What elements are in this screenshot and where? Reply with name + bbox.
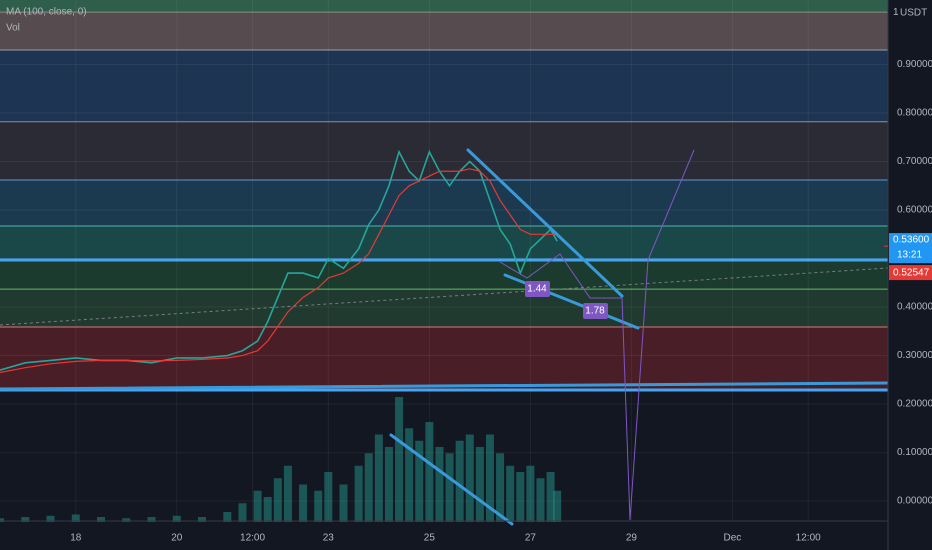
volume-bar (526, 465, 535, 522)
volume-bar (425, 422, 434, 522)
fib-band (0, 226, 888, 260)
x-tick-label: Dec (724, 533, 742, 544)
x-tick-label: 29 (626, 533, 638, 544)
volume-bar (455, 440, 464, 522)
annotation: 1.44 (527, 284, 547, 295)
ma-extension (0, 267, 889, 326)
fib-band (0, 289, 888, 327)
fib-band (0, 260, 888, 290)
x-tick-label: 23 (323, 533, 335, 544)
fib-band (0, 326, 888, 390)
annotation: 1.78 (585, 306, 605, 317)
volume-bar (435, 447, 444, 522)
volume-bar (395, 397, 404, 522)
volume-bar (553, 490, 562, 522)
volume-bar (71, 514, 80, 522)
volume-bar (147, 517, 156, 522)
background-layer (0, 0, 888, 520)
volume-bar (253, 490, 262, 522)
axis-unit: USDT (900, 8, 927, 19)
ma-price-box (889, 265, 932, 281)
x-tick-label: 27 (525, 533, 537, 544)
volume-bar (384, 447, 393, 522)
volume-bar (324, 472, 333, 522)
volume-bar (283, 465, 292, 522)
legend-vol: Vol (6, 23, 20, 34)
fib-band (0, 390, 888, 520)
last-price-label: 0.53600 (893, 235, 930, 246)
volume-bar (0, 518, 4, 522)
volume-bar (364, 453, 373, 522)
volume-bar (263, 497, 272, 522)
volume-bar (506, 465, 515, 522)
volume-bar (97, 517, 106, 522)
last-price-box (889, 233, 932, 264)
volume-bar (405, 428, 414, 522)
y-tick-label: 0.00000 (897, 496, 932, 507)
fib-band (0, 179, 888, 227)
volume-bar (198, 517, 207, 522)
y-tick-label: 0.90000 (897, 59, 932, 70)
annotation-box (525, 281, 550, 297)
price-line (0, 168, 558, 374)
volume-bar (516, 472, 525, 522)
volume-layer (0, 397, 562, 522)
grid-layer (0, 0, 888, 520)
x-tick-label: 18 (70, 533, 82, 544)
y-tick-label: 0.40000 (897, 302, 932, 313)
volume-bar (299, 484, 308, 522)
annotation-box (583, 303, 608, 319)
fib-band (0, 0, 888, 13)
volume-bar (546, 472, 555, 522)
volume-bar (536, 478, 545, 522)
trend-line (389, 433, 514, 526)
volume-bar (354, 465, 363, 522)
trend-line (466, 148, 624, 298)
axis-layer: 100.900000.800000.700000.600000.500000.4… (70, 7, 932, 544)
volume-bar (339, 484, 348, 522)
y-tick-label: 0.20000 (897, 399, 932, 410)
volume-bar (273, 478, 282, 522)
volume-bar (314, 490, 323, 522)
volume-bar (475, 447, 484, 522)
volume-bar (496, 453, 505, 522)
ma-price-label: 0.52547 (893, 268, 930, 279)
x-tick-label: 12:00 (240, 533, 265, 544)
volume-bar (374, 434, 383, 522)
volume-bar (122, 518, 131, 522)
volume-bar (21, 517, 30, 522)
fib-band (0, 12, 888, 50)
y-tick-label: 0.70000 (897, 156, 932, 167)
volume-bar (223, 512, 232, 522)
x-tick-label: 20 (171, 533, 183, 544)
volume-bar (465, 434, 474, 522)
y-tick-label: 0.30000 (897, 350, 932, 361)
fib-band (0, 49, 888, 122)
countdown-label: 13:21 (897, 250, 922, 261)
projection-path (499, 149, 695, 521)
y-tick-label: 0.10000 (897, 447, 932, 458)
fib-band (0, 121, 888, 180)
legend-ma: MA (100, close, 0) (6, 7, 87, 18)
y-tick-label: 0.80000 (897, 108, 932, 119)
fib-tag: 1 (893, 7, 899, 18)
x-tick-label: 25 (424, 533, 436, 544)
x-tick-label: 12:00 (796, 533, 821, 544)
volume-bar (485, 434, 494, 522)
plot-layer (0, 149, 558, 374)
volume-bar (415, 440, 424, 522)
volume-bar (172, 515, 181, 522)
trend-line (0, 381, 890, 391)
volume-bar (445, 453, 454, 522)
volume-bar (238, 503, 247, 522)
volume-bar (46, 515, 55, 522)
y-tick-label: 0.60000 (897, 205, 932, 216)
